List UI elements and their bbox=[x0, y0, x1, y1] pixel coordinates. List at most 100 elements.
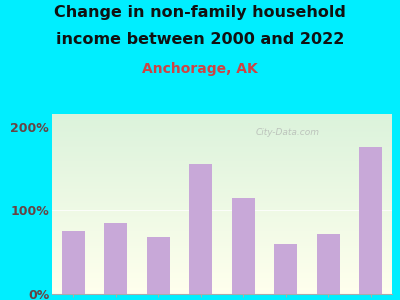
Bar bbox=[52, 208, 392, 210]
Bar bbox=[52, 226, 392, 228]
Bar bbox=[52, 154, 392, 156]
Bar bbox=[52, 267, 392, 268]
Bar bbox=[52, 186, 392, 188]
Bar bbox=[52, 128, 392, 129]
Bar bbox=[52, 165, 392, 166]
Bar bbox=[52, 237, 392, 238]
Bar bbox=[52, 167, 392, 168]
Bar bbox=[52, 174, 392, 176]
Bar bbox=[146, 237, 170, 294]
Bar bbox=[52, 222, 392, 224]
Bar bbox=[52, 201, 392, 202]
Bar bbox=[52, 216, 392, 218]
Bar bbox=[52, 240, 392, 242]
Bar bbox=[52, 207, 392, 208]
Bar bbox=[52, 159, 392, 160]
Bar bbox=[52, 212, 392, 213]
Bar bbox=[52, 188, 392, 189]
Bar bbox=[104, 223, 128, 294]
Bar bbox=[52, 172, 392, 174]
Bar bbox=[52, 162, 392, 164]
Bar bbox=[52, 169, 392, 171]
Bar bbox=[52, 292, 392, 294]
Bar bbox=[62, 231, 85, 294]
Bar bbox=[316, 234, 340, 294]
Bar bbox=[52, 284, 392, 285]
Bar bbox=[52, 118, 392, 120]
Bar bbox=[52, 278, 392, 279]
Bar bbox=[52, 156, 392, 158]
Bar bbox=[52, 158, 392, 159]
Bar bbox=[52, 219, 392, 220]
Text: City-Data.com: City-Data.com bbox=[256, 128, 320, 137]
Bar bbox=[52, 262, 392, 264]
Bar bbox=[52, 160, 392, 162]
Bar bbox=[52, 120, 392, 122]
Bar bbox=[52, 153, 392, 154]
Bar bbox=[52, 136, 392, 138]
Bar bbox=[52, 220, 392, 222]
Bar bbox=[52, 234, 392, 236]
Bar bbox=[52, 124, 392, 126]
Bar bbox=[52, 276, 392, 278]
Bar bbox=[52, 214, 392, 216]
Bar bbox=[52, 138, 392, 140]
Bar bbox=[52, 122, 392, 123]
Bar bbox=[52, 116, 392, 117]
Text: Anchorage, AK: Anchorage, AK bbox=[142, 61, 258, 76]
Bar bbox=[52, 190, 392, 192]
Bar bbox=[52, 250, 392, 252]
Bar bbox=[52, 258, 392, 260]
Bar bbox=[52, 126, 392, 128]
Bar bbox=[52, 176, 392, 177]
Bar bbox=[52, 290, 392, 291]
Bar bbox=[52, 177, 392, 178]
Bar bbox=[52, 270, 392, 272]
Bar bbox=[52, 228, 392, 230]
Bar bbox=[52, 168, 392, 170]
Bar bbox=[52, 117, 392, 118]
Bar bbox=[52, 213, 392, 214]
Bar bbox=[52, 230, 392, 231]
Bar bbox=[52, 291, 392, 292]
Bar bbox=[52, 184, 392, 186]
Bar bbox=[52, 141, 392, 142]
Bar bbox=[52, 152, 392, 153]
Bar bbox=[52, 280, 392, 282]
Bar bbox=[52, 256, 392, 258]
Bar bbox=[52, 246, 392, 247]
Bar bbox=[52, 132, 392, 134]
Bar bbox=[52, 285, 392, 286]
Bar bbox=[189, 164, 212, 294]
Bar bbox=[52, 135, 392, 136]
Bar bbox=[52, 196, 392, 198]
Bar bbox=[52, 274, 392, 276]
Bar bbox=[52, 194, 392, 195]
Bar bbox=[52, 244, 392, 246]
Bar bbox=[52, 286, 392, 288]
Bar bbox=[52, 255, 392, 256]
Bar bbox=[52, 198, 392, 200]
Bar bbox=[52, 218, 392, 219]
Bar bbox=[52, 252, 392, 254]
Bar bbox=[52, 273, 392, 274]
Bar bbox=[52, 192, 392, 194]
Text: income between 2000 and 2022: income between 2000 and 2022 bbox=[56, 32, 344, 46]
Bar bbox=[52, 146, 392, 147]
Bar bbox=[52, 171, 392, 172]
Bar bbox=[52, 134, 392, 135]
Bar bbox=[52, 189, 392, 190]
Bar bbox=[52, 114, 392, 116]
Bar bbox=[52, 236, 392, 237]
Bar bbox=[52, 178, 392, 180]
Bar bbox=[52, 268, 392, 270]
Text: Change in non-family household: Change in non-family household bbox=[54, 4, 346, 20]
Bar bbox=[52, 140, 392, 141]
Bar bbox=[52, 200, 392, 201]
Bar bbox=[52, 164, 392, 165]
Bar bbox=[52, 150, 392, 152]
Bar bbox=[52, 202, 392, 204]
Bar bbox=[52, 242, 392, 243]
Bar bbox=[52, 279, 392, 280]
Bar bbox=[52, 260, 392, 261]
